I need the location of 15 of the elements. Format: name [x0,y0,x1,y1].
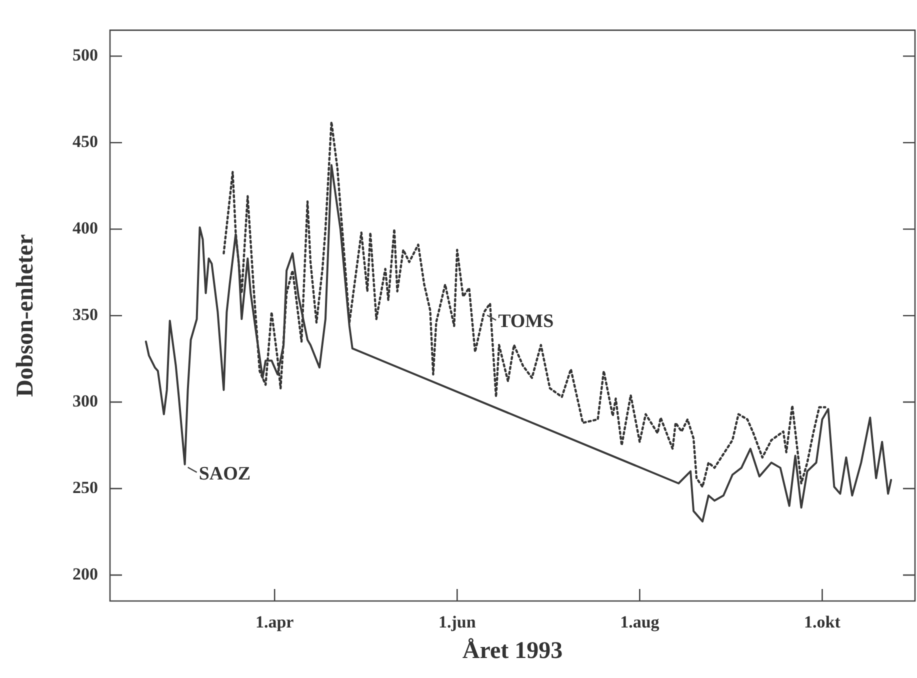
y-axis-title: Dobson-enheter [12,234,39,397]
annotation: TOMS [498,311,554,332]
y-tick-label: 250 [72,478,98,497]
y-tick-label: 450 [72,132,98,152]
x-tick-label: 1.okt [804,612,841,632]
y-tick-label: 500 [72,46,98,65]
x-tick-label: 1.apr [255,612,294,632]
x-tick-label: 1.aug [620,612,660,632]
annotation: SAOZ [198,463,251,484]
y-tick-label: 300 [72,391,98,410]
x-axis-title: Året 1993 [462,638,563,664]
y-tick-label: 350 [72,304,98,324]
x-tick-label: 1.jun [438,612,476,632]
y-tick-label: 200 [72,564,98,584]
y-tick-label: 400 [72,218,98,238]
